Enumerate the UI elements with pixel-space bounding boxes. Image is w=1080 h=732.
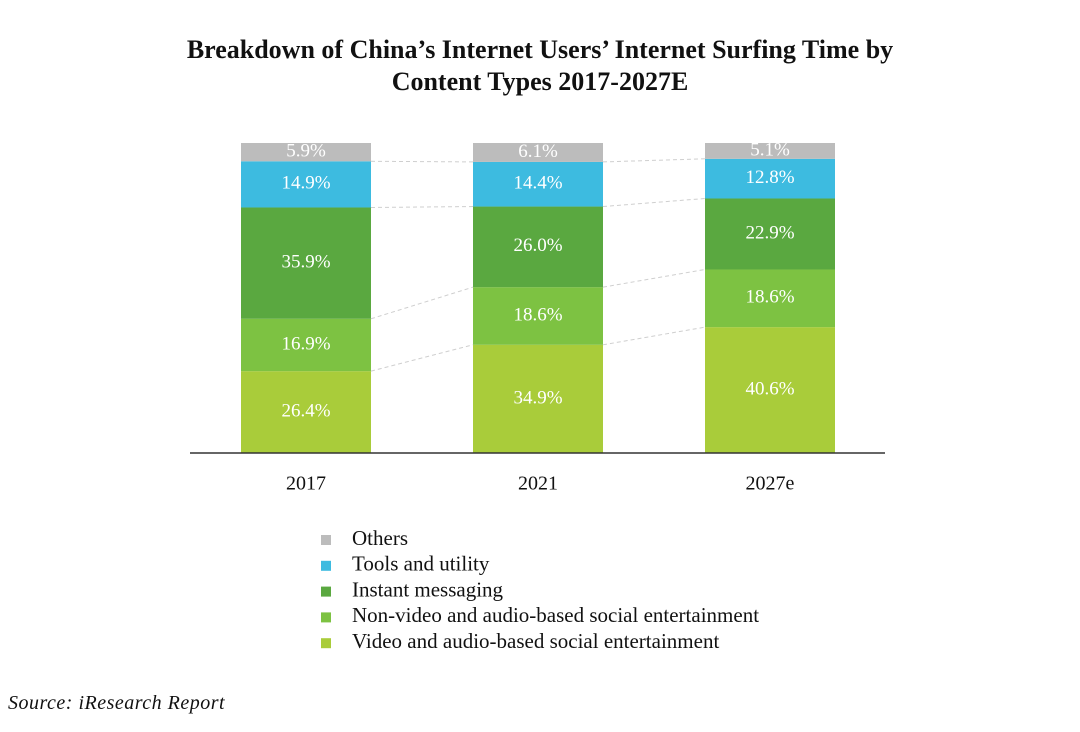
legend-swatch <box>321 638 331 649</box>
connector-line <box>602 326 706 346</box>
x-tick-label: 2017 <box>286 473 326 495</box>
data-label: 16.9% <box>281 333 330 354</box>
bar-segment <box>473 161 603 207</box>
x-tick-label: 2027e <box>746 473 795 495</box>
data-label: 5.1% <box>750 139 790 160</box>
bar-segment <box>241 207 371 319</box>
data-label: 14.4% <box>513 173 562 194</box>
connector-line <box>370 160 474 163</box>
bar-segment <box>241 318 371 372</box>
bar-segment <box>473 344 603 453</box>
bar-segment <box>473 143 603 162</box>
data-label: 26.4% <box>281 400 330 421</box>
data-label: 6.1% <box>518 141 558 162</box>
legend-label: Others <box>352 526 408 550</box>
data-label: 14.9% <box>281 173 330 194</box>
bar-segment <box>473 206 603 288</box>
legend-label: Video and audio-based social entertainme… <box>352 629 719 653</box>
bar-segment <box>241 143 371 162</box>
connector-line <box>602 158 706 163</box>
data-label: 35.9% <box>281 251 330 272</box>
data-label: 12.8% <box>745 167 794 188</box>
bar-segment <box>241 371 371 453</box>
data-label: 18.6% <box>513 304 562 325</box>
bar-segment <box>705 327 835 453</box>
legend-swatch <box>321 560 331 571</box>
data-label: 40.6% <box>745 378 794 399</box>
connector-line <box>370 286 474 320</box>
legend-swatch <box>321 535 331 545</box>
data-label: 22.9% <box>745 222 794 243</box>
legend-swatch <box>321 586 331 597</box>
source-note: Source: iResearch Report <box>8 692 226 714</box>
connector-line <box>370 206 474 208</box>
chart-title: Breakdown of China’s Internet Users’ Int… <box>186 35 894 96</box>
bar-segment <box>705 158 835 199</box>
legend-label: Tools and utility <box>352 552 490 576</box>
data-label: 26.0% <box>513 235 562 256</box>
connector-line <box>602 197 706 208</box>
connector-line <box>370 344 474 372</box>
bar-segment <box>241 161 371 208</box>
legend-label: Instant messaging <box>352 577 504 601</box>
legend-label: Non-video and audio-based social enterta… <box>352 603 759 627</box>
bar-segment <box>705 269 835 328</box>
data-label: 18.6% <box>745 287 794 308</box>
connector-line <box>602 268 706 288</box>
x-tick-label: 2021 <box>518 473 558 495</box>
bar-segment <box>705 143 835 159</box>
bar-segment <box>705 198 835 270</box>
data-label: 5.9% <box>286 141 326 162</box>
bar-segment <box>473 287 603 345</box>
data-label: 34.9% <box>513 387 562 408</box>
legend-swatch <box>321 612 331 623</box>
